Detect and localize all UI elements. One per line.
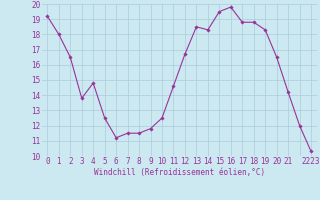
X-axis label: Windchill (Refroidissement éolien,°C): Windchill (Refroidissement éolien,°C) — [94, 168, 265, 177]
